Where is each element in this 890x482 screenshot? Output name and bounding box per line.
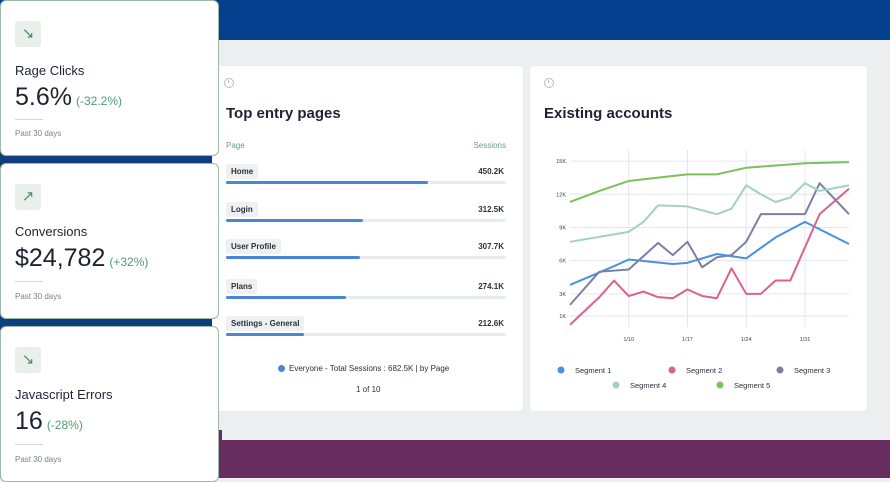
session-bar	[226, 181, 428, 184]
entry-page-label: Login	[226, 202, 258, 217]
session-bar	[226, 219, 364, 222]
arrow-up-right-icon: ↗	[15, 184, 41, 210]
entry-page-row[interactable]: Home 450.2K	[226, 164, 508, 194]
entry-page-label: User Profile	[226, 239, 281, 254]
entry-page-sessions: 212.6K	[478, 319, 504, 328]
entry-page-row[interactable]: Plans 274.1K	[226, 279, 508, 309]
entry-page-sessions: 312.5K	[478, 205, 504, 214]
kpi-label: Conversions	[15, 224, 88, 239]
kpi-value: 16 (-28%)	[15, 407, 83, 436]
entry-pages-title: Top entry pages	[226, 105, 341, 122]
session-bar-track	[226, 181, 506, 184]
kpi-divider	[15, 281, 43, 282]
top-entry-pages-panel	[212, 66, 523, 411]
kpi-card-rage-clicks[interactable]: ↘ Rage Clicks 5.6% (-32.2%) Past 30 days	[0, 0, 219, 156]
arrow-down-right-icon: ↘	[15, 21, 41, 47]
kpi-divider	[15, 444, 43, 445]
entry-page-sessions: 450.2K	[478, 167, 504, 176]
entry-pages-legend-text: Everyone - Total Sessions : 682.5K | by …	[289, 364, 450, 373]
entry-page-label: Settings - General	[226, 316, 305, 331]
clock-icon	[224, 78, 234, 88]
kpi-label: Javascript Errors	[15, 387, 113, 402]
entry-page-label: Home	[226, 164, 259, 179]
session-bar-track	[226, 256, 506, 259]
entry-page-sessions: 307.7K	[478, 242, 504, 251]
entry-page-row[interactable]: User Profile 307.7K	[226, 239, 508, 269]
kpi-value: 5.6% (-32.2%)	[15, 83, 122, 112]
kpi-delta: (-32.2%)	[75, 94, 122, 108]
arrow-down-right-icon: ↘	[15, 347, 41, 373]
session-bar	[226, 256, 361, 259]
kpi-value: $24,782 (+32%)	[15, 244, 148, 273]
session-bar	[226, 333, 305, 336]
entry-pages-legend: Everyone - Total Sessions : 682.5K | by …	[278, 364, 449, 373]
kpi-period: Past 30 days	[15, 455, 62, 464]
kpi-card-javascript-errors[interactable]: ↘ Javascript Errors 16 (-28%) Past 30 day…	[0, 326, 219, 482]
kpi-card-conversions[interactable]: ↗ Conversions $24,782 (+32%) Past 30 days	[0, 163, 219, 319]
page-column-header: Page	[226, 141, 245, 150]
kpi-value-text: $24,782	[15, 244, 106, 272]
entry-page-label: Plans	[226, 279, 258, 294]
entry-page-sessions: 274.1K	[478, 282, 504, 291]
entry-page-row[interactable]: Login 312.5K	[226, 202, 508, 232]
clock-icon	[544, 78, 554, 88]
sessions-column-header: Sessions	[473, 141, 506, 150]
accounts-title: Existing accounts	[544, 105, 673, 122]
kpi-period: Past 30 days	[15, 129, 62, 138]
kpi-divider	[15, 119, 43, 120]
legend-dot	[278, 365, 285, 372]
session-bar	[226, 296, 347, 299]
pagination[interactable]: 1 of 10	[356, 385, 381, 394]
kpi-value-text: 5.6%	[15, 83, 72, 111]
session-bar-track	[226, 296, 506, 299]
kpi-label: Rage Clicks	[15, 63, 85, 78]
session-bar-track	[226, 333, 506, 336]
entry-page-row[interactable]: Settings - General 212.6K	[226, 316, 508, 346]
kpi-period: Past 30 days	[15, 292, 62, 301]
kpi-delta: (-28%)	[46, 418, 83, 432]
session-bar-track	[226, 219, 506, 222]
kpi-value-text: 16	[15, 407, 43, 435]
kpi-delta: (+32%)	[109, 255, 149, 269]
